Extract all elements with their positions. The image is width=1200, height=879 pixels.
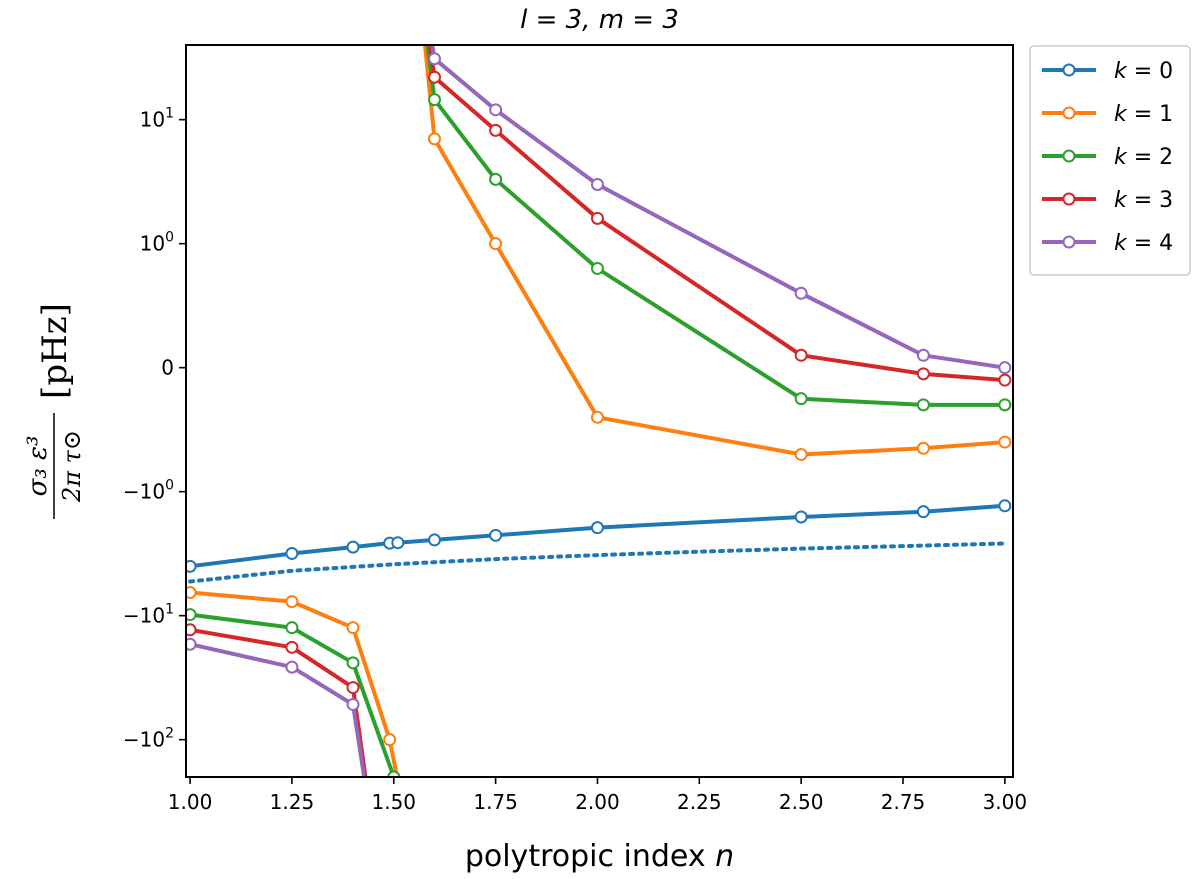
y-axis-title: σ₃ ε³ 2π τ⊙ [pHz] [23, 303, 86, 519]
plot-frame [185, 44, 1014, 778]
legend-swatch-marker [1062, 192, 1076, 206]
x-tick-label: 2.25 [677, 790, 722, 814]
x-axis: 1.00 1.25 1.50 1.75 2.00 2.25 2.50 2.75 3.00 [168, 777, 1027, 814]
series-k-2-lower-point [285, 621, 299, 635]
series-k-0-point [489, 528, 503, 542]
x-axis-title: polytropic index n [465, 839, 734, 874]
series-k-4-upper-point [428, 52, 442, 66]
x-tick-label: 2.00 [575, 790, 620, 814]
series-k-0 [189, 503, 1006, 569]
x-tick-label: 2.50 [779, 790, 824, 814]
series-k-2-lower-point [186, 608, 197, 622]
legend-swatch-marker [1062, 63, 1076, 77]
series-k-0-point [391, 536, 405, 550]
series-k-1-upper-point [590, 410, 604, 424]
series-k-3-lower-point [186, 623, 197, 637]
series-k-3-upper-point [916, 367, 930, 381]
series-k-1-lower-point [383, 733, 397, 747]
x-tick-label: 2.75 [881, 790, 926, 814]
series-k-1-lower-point [186, 585, 197, 599]
series-k-4-upper-point [916, 348, 930, 362]
legend-entry: k = 3 [1114, 188, 1173, 213]
series-k-0-point [285, 546, 299, 560]
y-label-unit: [pHz] [35, 303, 75, 399]
series-k-2-upper-point [998, 398, 1012, 412]
series-k-0-point [916, 505, 930, 519]
legend-swatch-marker [1062, 106, 1076, 120]
series-k-3-lower-point [346, 681, 360, 695]
axis-titles: polytropic index n σ₃ ε³ 2π τ⊙ [pHz] [23, 303, 734, 874]
series-k-4-lower [189, 642, 367, 777]
series-k-0-point [998, 499, 1012, 513]
legend-box [1029, 45, 1191, 276]
y-label-numerator: σ₃ ε³ [23, 436, 53, 497]
legend-swatch-marker [1062, 149, 1076, 163]
series-k-3-upper-point [794, 348, 808, 362]
plot-lines [186, 45, 1012, 777]
series-k-4-upper-point [489, 103, 503, 117]
series-k-1-upper-point [489, 237, 503, 251]
series-k-4-upper-point [590, 177, 604, 191]
series-k-4-upper-point [794, 286, 808, 300]
series-k-4-lower-point [346, 697, 360, 711]
series-k-2-upper-point [489, 172, 503, 186]
y-tick-label: −100 [123, 478, 174, 504]
y-tick-label: 100 [140, 230, 174, 256]
y-label-denominator: 2π τ⊙ [58, 430, 86, 503]
series-k-1-lower-point [285, 595, 299, 609]
series-k-0-point [590, 521, 604, 535]
chart-title: l = 3, m = 3 [520, 5, 679, 35]
legend-entry: k = 1 [1114, 102, 1173, 127]
series-k-3-upper-point [489, 123, 503, 137]
legend-swatch-marker [1062, 235, 1076, 249]
legend-entry: k = 2 [1114, 145, 1173, 170]
legend: k = 0 k = 1 k = 2 k = 3 k = 4 [1029, 45, 1191, 276]
series-k-4-lower-point [285, 660, 299, 674]
series-k-1-lower-point [346, 621, 360, 635]
series-k-2-upper [425, 45, 1005, 407]
chart-title-group: l = 3, m = 3 [520, 5, 679, 35]
series-k-2-lower-point [346, 656, 360, 670]
series-k-4-upper-point [998, 361, 1012, 375]
series-k-1-upper-point [916, 441, 930, 455]
series-k-2-upper-point [916, 398, 930, 412]
y-tick-label: 0 [161, 356, 174, 380]
series-k-0-point [428, 533, 442, 547]
series-k-1-upper [423, 45, 1006, 457]
y-tick-label: 101 [140, 106, 174, 132]
series-k-3-upper-point [590, 211, 604, 225]
series-k-2-upper-point [590, 261, 604, 275]
x-tick-label: 1.75 [473, 790, 518, 814]
x-tick-label: 1.50 [372, 790, 417, 814]
series-k-0-point [346, 540, 360, 554]
legend-entry: k = 0 [1114, 59, 1173, 84]
series-k-1-upper-point [794, 447, 808, 461]
series-k-2-upper-point [428, 93, 442, 107]
series-k-3-upper-point [998, 373, 1012, 387]
series-k-0-point [794, 510, 808, 524]
series-k-2-upper-point [794, 392, 808, 406]
series-k-0-point [186, 559, 197, 573]
series-k0-dotted-reference [188, 541, 1007, 584]
y-tick-label: −102 [123, 726, 174, 752]
y-axis: 101 100 0 −100 −101 −102 [123, 106, 186, 752]
series-k-1-upper-point [428, 132, 442, 146]
x-tick-label: 3.00 [983, 790, 1028, 814]
series-k-1-upper-point [998, 435, 1012, 449]
y-tick-label: −101 [123, 602, 174, 628]
x-tick-label: 1.25 [270, 790, 315, 814]
series-k-3-upper-point [428, 70, 442, 84]
series-k-4-lower-point [186, 637, 197, 651]
x-tick-label: 1.00 [168, 790, 213, 814]
series-k-3-upper [427, 45, 1006, 383]
series-k-3-lower-point [285, 640, 299, 654]
legend-entry: k = 4 [1114, 231, 1173, 256]
series-k-2-lower-point [387, 770, 401, 777]
